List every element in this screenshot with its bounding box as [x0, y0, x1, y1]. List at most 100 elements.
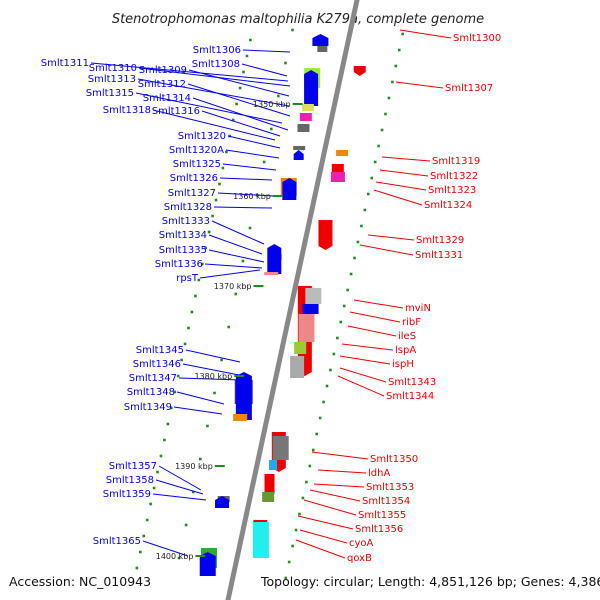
leader-line: [399, 29, 452, 39]
gene-label-smlt1309: Smlt1309: [139, 65, 187, 76]
gene-block: [299, 113, 312, 121]
left-strand-labels: Smlt1306 Smlt1308 Smlt1311 Smlt1310 Smlt1309…: [41, 45, 241, 547]
scale-label: 1390 kbp: [175, 462, 213, 471]
leader-line: [201, 110, 281, 137]
scale-tick: [284, 61, 287, 65]
gene-label-smlt1326: Smlt1326: [170, 173, 218, 184]
gene-label-smlt1344: Smlt1344: [386, 391, 434, 402]
left-tick: [221, 166, 225, 170]
left-tick: [211, 214, 214, 218]
leader-line: [188, 69, 290, 97]
scale-tick: [177, 556, 181, 560]
leader-line: [222, 163, 277, 171]
right-tick: [301, 496, 305, 500]
leader-line: [242, 49, 291, 53]
leader-line: [347, 325, 397, 337]
gene-label-cyoa: cyoA: [349, 538, 374, 549]
leader-line: [373, 189, 423, 206]
scale-tick: [199, 457, 202, 461]
scale-tick: [262, 160, 266, 164]
leader-line: [367, 234, 415, 241]
scale-tick: [220, 358, 223, 362]
gene-label-smlt1312: Smlt1312: [138, 79, 186, 90]
gene-arrow-forward: [282, 178, 297, 200]
leader-line: [227, 135, 281, 149]
left-tick: [187, 326, 190, 330]
right-tick: [284, 576, 288, 580]
right-strand-labels: Smlt1300 Smlt1307 Smlt1319 Smlt1322 Smlt1323…: [347, 33, 501, 564]
scale-label: 1360 kbp: [233, 192, 271, 201]
gene-arrow-forward: [293, 150, 304, 160]
gene-label-smlt1359: Smlt1359: [103, 489, 151, 500]
leader-line: [217, 192, 275, 197]
leader-line: [155, 479, 204, 495]
left-tick: [194, 294, 197, 298]
scale-tick: [241, 259, 245, 263]
right-tick: [353, 256, 356, 260]
gene-label-smlt1314: Smlt1314: [143, 93, 191, 104]
gene-label-smlt1355: Smlt1355: [358, 510, 406, 521]
left-tick: [183, 342, 187, 346]
gene-label-smlt1348: Smlt1348: [127, 387, 175, 398]
genome-backbone: [225, 0, 360, 600]
right-tick: [401, 32, 404, 36]
right-tick: [356, 240, 360, 244]
left-tick: [200, 262, 204, 266]
left-tick: [142, 534, 146, 538]
gene-label-smlt1319: Smlt1319: [432, 156, 480, 167]
leader-line: [219, 177, 273, 181]
leader-line: [379, 169, 429, 177]
leader-line: [185, 349, 241, 363]
right-tick: [391, 80, 394, 84]
left-tick: [225, 150, 228, 154]
leader-line: [381, 156, 431, 162]
gene-label-rpst: rpsT: [176, 273, 199, 284]
gene-block: [233, 414, 248, 421]
scale-label: 1380 kbp: [194, 372, 232, 381]
gene-block: [330, 172, 345, 182]
gene-label-isph: ispH: [392, 359, 414, 370]
left-tick: [135, 566, 139, 570]
right-tick: [298, 512, 301, 516]
right-tick: [373, 160, 377, 164]
gene-block: [301, 104, 314, 111]
gene-label-smlt1345: Smlt1345: [136, 345, 184, 356]
gene-block: [272, 436, 289, 460]
gene-arrow-forward: [215, 496, 230, 508]
gene-label-smlt1310: Smlt1310: [89, 63, 137, 74]
right-tick: [377, 144, 380, 148]
scale-tick: [248, 226, 252, 230]
gene-label-smlt1354: Smlt1354: [362, 496, 410, 507]
gene-label-smlt1316: Smlt1316: [152, 106, 200, 117]
right-tick: [336, 336, 339, 340]
gene-label-smlt1331: Smlt1331: [415, 250, 463, 261]
leader-line: [241, 63, 288, 77]
gene-label-smlt1334: Smlt1334: [159, 230, 207, 241]
leader-line: [208, 234, 263, 255]
gene-label-smlt1357: Smlt1357: [109, 461, 157, 472]
backbone-line: [225, 0, 360, 600]
left-tick: [197, 278, 201, 282]
gene-label-smlt1335: Smlt1335: [159, 245, 207, 256]
gene-block: [305, 288, 322, 304]
leader-line: [395, 81, 444, 89]
gene-label-lspa: lspA: [395, 345, 416, 356]
gene-block: [336, 150, 349, 156]
scale-label: 1400 kbp: [156, 552, 194, 561]
scale-tick: [206, 424, 209, 428]
gene-label-smlt1350: Smlt1350: [370, 454, 418, 465]
gene-label-smlt1349: Smlt1349: [124, 402, 172, 413]
gene-block: [290, 356, 305, 378]
leader-line: [375, 181, 427, 191]
leader-line: [339, 367, 387, 383]
right-tick: [325, 384, 329, 388]
leader-line: [339, 355, 391, 365]
right-tick: [294, 528, 298, 532]
right-tick: [394, 64, 398, 68]
left-tick: [145, 518, 149, 522]
right-tick: [308, 464, 312, 468]
gene-label-smlt1333: Smlt1333: [162, 216, 210, 227]
gene-label-smlt1320: Smlt1320: [178, 131, 226, 142]
left-tick: [207, 230, 211, 234]
gene-label-smlt1325: Smlt1325: [173, 159, 221, 170]
